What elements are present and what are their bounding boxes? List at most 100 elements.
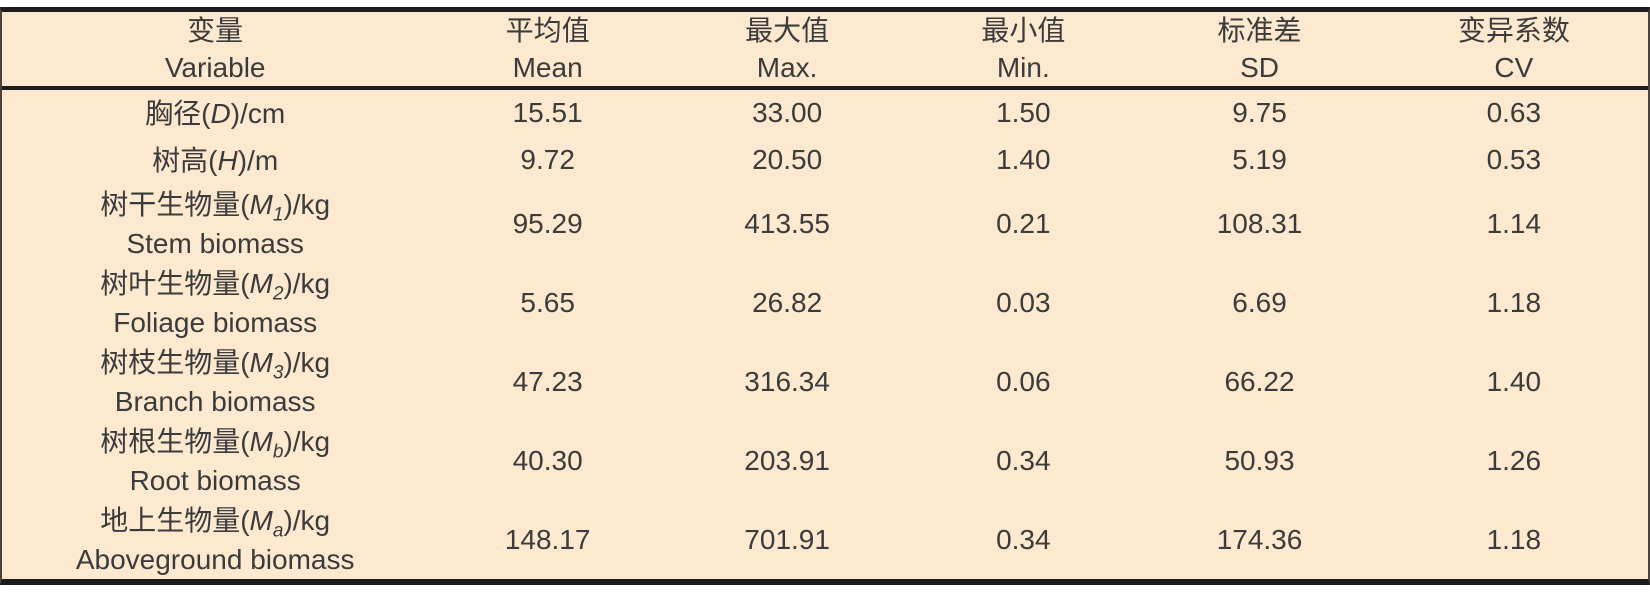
variable-cell: 树枝生物量(M3)/kg Branch biomass [2, 342, 428, 421]
col-header-cv-zh: 变异系数 [1457, 15, 1570, 46]
biomass-statistics-table: 变量 Variable 平均值 Mean 最大值 Max. 最小值 Min. [2, 12, 1648, 579]
col-header-variable-en: Variable [164, 52, 266, 83]
max-value: 33.00 [752, 97, 823, 128]
mean-value: 5.65 [520, 286, 575, 318]
col-header-min-zh: 最小值 [981, 15, 1066, 46]
label-prefix: 树根生物量( [100, 425, 250, 457]
max-value: 701.91 [744, 523, 830, 555]
mean-value: 148.17 [504, 523, 591, 555]
variable-name-en: Root biomass [129, 464, 301, 496]
variable-symbol: M [249, 346, 273, 378]
biomass-statistics-table-frame: 变量 Variable 平均值 Mean 最大值 Max. 最小值 Min. [0, 7, 1650, 585]
min-value: 0.03 [996, 286, 1051, 318]
col-header-variable-zh: 变量 [187, 15, 244, 46]
label-suffix: )/kg [283, 346, 331, 378]
label-suffix: )/kg [283, 267, 331, 299]
variable-symbol: H [217, 144, 238, 176]
cv-value: 1.18 [1486, 286, 1542, 318]
label-prefix: 树干生物量( [100, 188, 250, 220]
col-header-sd: 标准差 SD [1139, 12, 1380, 90]
col-header-mean: 平均值 Mean [428, 12, 667, 90]
max-value: 316.34 [744, 365, 830, 397]
variable-cell: 树根生物量(Mb)/kg Root biomass [2, 421, 428, 500]
cv-value: 1.26 [1486, 444, 1542, 476]
min-value: 0.34 [996, 523, 1051, 555]
variable-symbol: M [249, 425, 273, 457]
variable-name-zh: 树枝生物量(M3)/kg [2, 343, 428, 384]
min-value: 0.21 [996, 207, 1051, 239]
sd-value: 66.22 [1224, 365, 1295, 397]
variable-name-en: Branch biomass [114, 385, 316, 417]
variable-subscript: 3 [272, 362, 284, 384]
min-value: 0.06 [996, 365, 1051, 397]
sd-value: 174.36 [1216, 523, 1303, 555]
mean-value: 40.30 [512, 444, 583, 476]
col-header-mean-en: Mean [512, 52, 583, 83]
max-value: 413.55 [744, 207, 830, 239]
col-header-cv-en: CV [1494, 52, 1534, 83]
label-prefix: 树高( [152, 144, 218, 176]
col-header-mean-zh: 平均值 [505, 15, 590, 46]
max-value: 20.50 [752, 144, 823, 175]
label-prefix: 树枝生物量( [100, 346, 250, 378]
sd-value: 108.31 [1216, 207, 1303, 239]
variable-name-zh: 地上生物量(Ma)/kg [2, 501, 428, 542]
table-row-height: 树高(H)/m 9.72 20.50 1.40 5.19 0.53 [2, 136, 1648, 184]
sd-value: 9.75 [1232, 97, 1287, 128]
sd-value: 5.19 [1232, 144, 1287, 175]
variable-cell: 树叶生物量(M2)/kg Foliage biomass [2, 263, 428, 342]
variable-symbol: D [210, 97, 231, 129]
variable-subscript: 1 [272, 204, 284, 226]
mean-value: 95.29 [512, 207, 583, 239]
variable-cell: 树干生物量(M1)/kg Stem biomass [2, 184, 428, 263]
table-header: 变量 Variable 平均值 Mean 最大值 Max. 最小值 Min. [2, 12, 1648, 90]
mean-value: 47.23 [512, 365, 583, 397]
table-row-branch-biomass: 树枝生物量(M3)/kg Branch biomass 47.23 316.34… [2, 342, 1648, 421]
variable-name-zh: 树干生物量(M1)/kg [2, 185, 428, 226]
label-prefix: 树叶生物量( [100, 267, 250, 299]
table-row-dbh: 胸径(D)/cm 15.51 33.00 1.50 9.75 0.63 [2, 88, 1648, 136]
min-value: 0.34 [996, 444, 1051, 476]
col-header-cv: 变异系数 CV [1379, 12, 1648, 90]
variable-subscript: a [272, 520, 284, 542]
col-header-max-en: Max. [756, 52, 818, 83]
label-suffix: )/kg [283, 504, 331, 536]
max-value: 203.91 [744, 444, 830, 476]
label-suffix: )/m [237, 144, 279, 176]
label-prefix: 地上生物量( [100, 504, 250, 536]
variable-cell: 树高(H)/m [2, 136, 428, 184]
col-header-min: 最小值 Min. [907, 12, 1140, 90]
mean-value: 15.51 [512, 97, 583, 128]
min-value: 1.40 [996, 144, 1051, 175]
cv-value: 0.63 [1486, 97, 1542, 128]
variable-subscript: 2 [272, 283, 284, 305]
table-row-stem-biomass: 树干生物量(M1)/kg Stem biomass 95.29 413.55 0… [2, 184, 1648, 263]
max-value: 26.82 [752, 286, 823, 318]
variable-name-zh: 树高(H)/m [2, 141, 428, 180]
variable-symbol: M [249, 267, 273, 299]
variable-subscript: b [272, 441, 284, 463]
variable-name-zh: 树叶生物量(M2)/kg [2, 264, 428, 305]
min-value: 1.50 [996, 97, 1051, 128]
label-prefix: 胸径( [145, 97, 211, 129]
table-body: 胸径(D)/cm 15.51 33.00 1.50 9.75 0.63 树高(H… [2, 88, 1648, 579]
cv-value: 1.40 [1486, 365, 1542, 397]
variable-symbol: M [249, 504, 273, 536]
variable-name-zh: 树根生物量(Mb)/kg [2, 422, 428, 463]
table-row-aboveground-biomass: 地上生物量(Ma)/kg Aboveground biomass 148.17 … [2, 500, 1648, 579]
mean-value: 9.72 [520, 144, 575, 175]
col-header-variable: 变量 Variable [2, 12, 429, 90]
variable-cell: 胸径(D)/cm [2, 88, 428, 136]
variable-name-en: Stem biomass [126, 227, 304, 259]
label-suffix: )/kg [283, 425, 331, 457]
header-row: 变量 Variable 平均值 Mean 最大值 Max. 最小值 Min. [2, 12, 1648, 90]
col-header-max-zh: 最大值 [745, 15, 830, 46]
variable-name-en: Aboveground biomass [75, 543, 355, 575]
table-row-root-biomass: 树根生物量(Mb)/kg Root biomass 40.30 203.91 0… [2, 421, 1648, 500]
table-row-foliage-biomass: 树叶生物量(M2)/kg Foliage biomass 5.65 26.82 … [2, 263, 1648, 342]
col-header-min-en: Min. [996, 52, 1050, 83]
variable-symbol: M [249, 188, 273, 220]
col-header-max: 最大值 Max. [666, 12, 908, 90]
col-header-sd-zh: 标准差 [1217, 15, 1302, 46]
